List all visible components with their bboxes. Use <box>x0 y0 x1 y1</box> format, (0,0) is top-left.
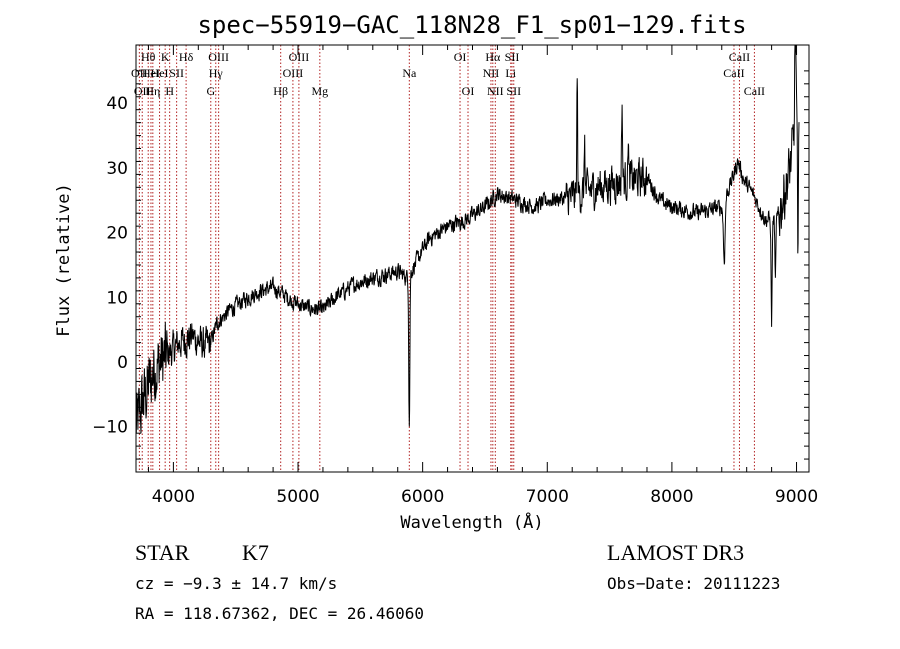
spectral-line-label: HeI <box>151 66 169 80</box>
x-tick-label: 6000 <box>401 487 444 507</box>
spectral-line-label: Hθ <box>141 50 156 64</box>
x-tick-labels: 4000 5000 6000 7000 8000 9000 <box>152 487 818 507</box>
chart-title: spec−55919−GAC_118N28_F1_sp01−129.fits <box>197 11 746 39</box>
spectral-line-label: OII <box>131 66 148 80</box>
object-subclass: K7 <box>242 540 269 565</box>
object-class: STAR <box>135 540 190 565</box>
redshift-readout: cz = −9.3 ± 14.7 km/s <box>135 574 337 593</box>
spectral-line-label: Hη <box>145 84 160 98</box>
spectral-line-label: OIII <box>208 50 229 64</box>
spectral-line-label: CaII <box>729 50 750 64</box>
x-tick-label: 5000 <box>276 487 319 507</box>
spectral-line-labels: OIIOIIHθHeIHηHeIKHSIIHδGHγOIIIHβOIIIOIII… <box>131 50 765 98</box>
spectral-line-label: Hδ <box>179 50 194 64</box>
spectral-line-label: NII <box>483 66 500 80</box>
y-tick-label: 20 <box>106 224 128 244</box>
x-axis-label: Wavelength (Å) <box>400 511 543 533</box>
plot-frame <box>135 44 810 473</box>
x-tick-label: 4000 <box>152 487 195 507</box>
obs-date: Obs−Date: 20111223 <box>607 574 780 593</box>
x-tick-label: 9000 <box>775 487 818 507</box>
spectral-line-label: SII <box>506 84 521 98</box>
spectral-line-label: OI <box>454 50 467 64</box>
spectral-line-label: Hβ <box>273 84 288 98</box>
spectral-line-label: Hα <box>485 50 501 64</box>
spectral-line-label: SII <box>505 50 520 64</box>
spectral-lines <box>138 45 755 472</box>
y-tick-label: 0 <box>117 353 128 373</box>
spectral-line-label: OIII <box>283 66 304 80</box>
coordinates: RA = 118.67362, DEC = 26.46060 <box>135 604 424 623</box>
spectral-line-label: Li <box>505 66 516 80</box>
spectral-line-label: CaII <box>744 84 765 98</box>
spectral-line-label: Na <box>402 66 417 80</box>
spectrum-curve <box>135 44 800 434</box>
spectral-line-label: H <box>165 84 174 98</box>
spectral-line-label: OI <box>462 84 475 98</box>
y-tick-labels: −10 0 10 20 30 40 <box>92 94 128 437</box>
y-tick-label: 30 <box>106 159 128 179</box>
spectral-line-label: SII <box>169 66 184 80</box>
spectral-line-label: G <box>206 84 215 98</box>
spectral-line-label: OIII <box>289 50 310 64</box>
spectral-line-label: Hγ <box>209 66 224 80</box>
y-tick-label: −10 <box>92 418 128 438</box>
spectral-line-label: OII <box>134 84 151 98</box>
spectral-line-label: NII <box>487 84 504 98</box>
spectral-line-label: Mg <box>311 84 328 98</box>
x-tick-label: 8000 <box>650 487 693 507</box>
spectral-line-label: K <box>161 50 170 64</box>
y-tick-label: 10 <box>106 288 128 308</box>
y-axis-label: Flux (relative) <box>54 183 74 337</box>
y-tick-label: 40 <box>106 94 128 114</box>
spectral-line-label: CaII <box>723 66 744 80</box>
spectral-line-label: HeI <box>142 66 160 80</box>
axis-ticks <box>136 45 809 472</box>
survey-name: LAMOST DR3 <box>607 540 744 565</box>
x-tick-label: 7000 <box>526 487 569 507</box>
